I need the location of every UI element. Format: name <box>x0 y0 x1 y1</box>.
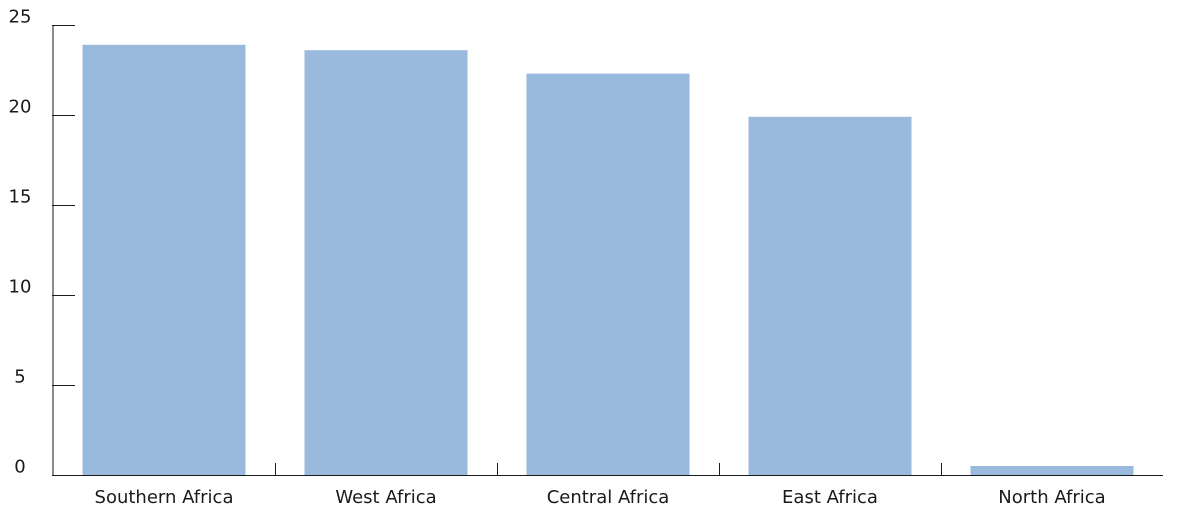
bar-east-africa <box>748 116 912 476</box>
y-tick-label: 5 <box>14 367 25 388</box>
bar-west-africa <box>304 50 468 475</box>
x-tick-label: Central Africa <box>547 487 670 508</box>
x-tick-label: East Africa <box>782 487 878 508</box>
x-tick-label: West Africa <box>335 487 436 508</box>
bar-central-africa <box>526 73 690 475</box>
x-tick-label: Southern Africa <box>95 487 234 508</box>
bar-southern-africa <box>82 44 246 476</box>
y-axis: 0 5 10 15 20 25 <box>9 7 75 478</box>
y-tick-label: 25 <box>9 7 32 28</box>
bar-north-africa <box>970 466 1134 475</box>
x-tick-label: North Africa <box>998 487 1105 508</box>
bars-group <box>82 44 1134 476</box>
y-tick-label: 15 <box>9 187 32 208</box>
y-tick-label: 20 <box>9 97 32 118</box>
x-axis: Southern Africa West Africa Central Africa… <box>53 463 1163 508</box>
y-tick-label: 0 <box>14 457 25 478</box>
y-tick-label: 10 <box>9 277 32 298</box>
